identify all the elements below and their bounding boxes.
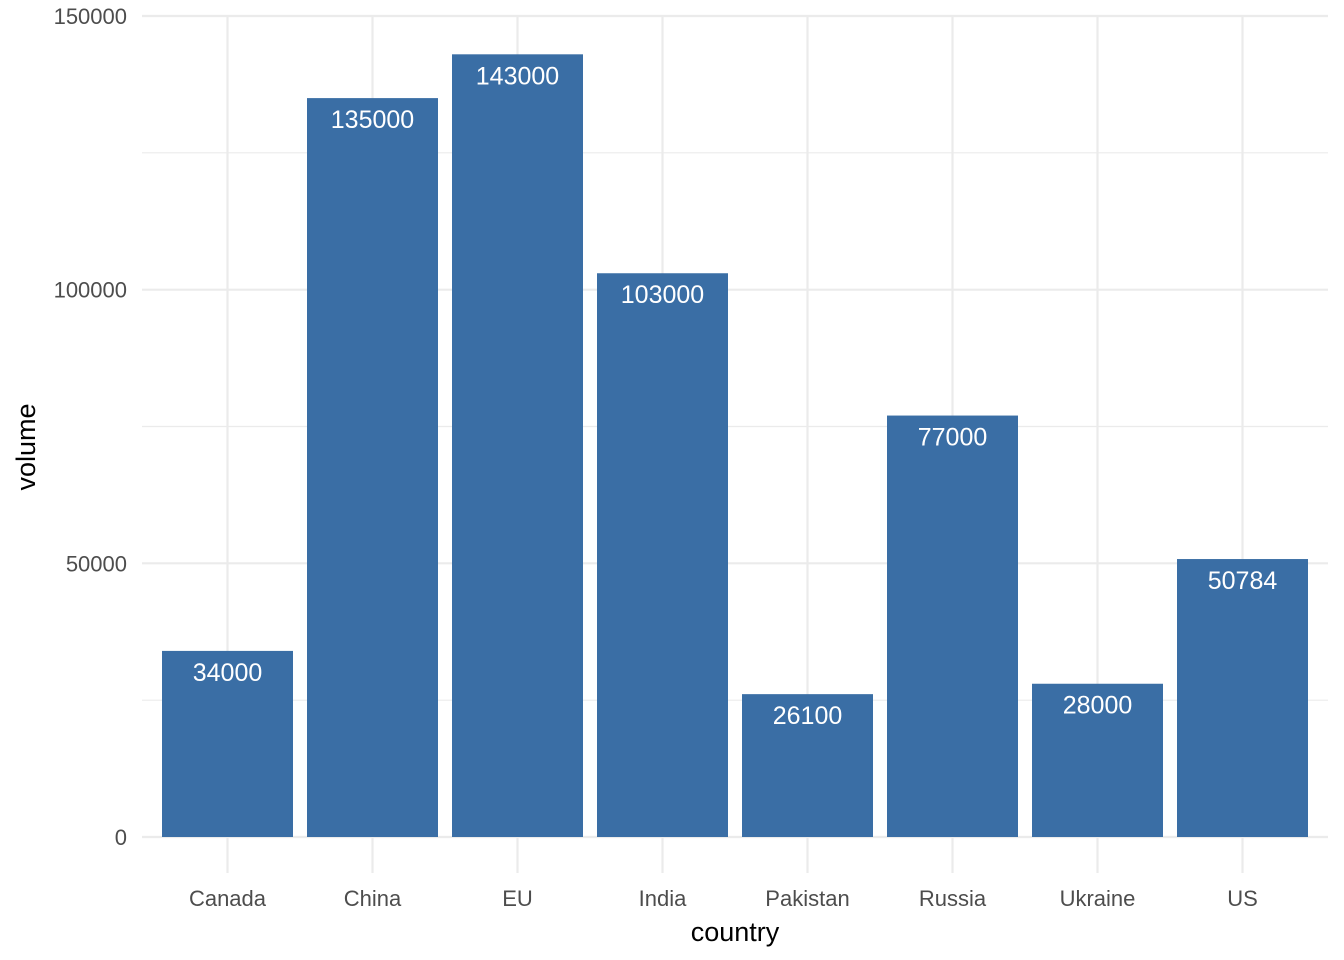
y-axis-title: volume: [11, 403, 41, 490]
bar-canada: [162, 650, 293, 837]
x-tick-label: Ukraine: [1060, 886, 1136, 911]
axes: 0 50000 100000 150000 Canada China EU India Paki…: [54, 4, 1258, 911]
data-label: 103000: [621, 281, 704, 309]
bar-pakistan: [742, 694, 873, 837]
bar-ukraine: [1032, 683, 1163, 837]
data-label: 50784: [1208, 567, 1278, 595]
bar-russia: [887, 415, 1018, 837]
x-tick-label: China: [344, 886, 402, 911]
data-label: 143000: [476, 62, 559, 90]
data-label: 26100: [773, 702, 843, 730]
data-labels: 34000 135000 143000 103000 26100 77000 28000 50…: [193, 62, 1278, 730]
x-tick-label: Canada: [189, 886, 267, 911]
data-label: 28000: [1063, 692, 1133, 720]
bars: [162, 54, 1308, 838]
x-tick-label: US: [1227, 886, 1258, 911]
x-tick-label: Pakistan: [765, 886, 849, 911]
bar-china: [307, 98, 438, 838]
bar-eu: [452, 54, 583, 837]
data-label: 34000: [193, 659, 263, 687]
bar-india: [597, 273, 728, 837]
y-tick-label: 0: [115, 825, 127, 850]
data-label: 135000: [331, 106, 414, 134]
y-tick-label: 50000: [66, 551, 127, 576]
y-tick-label: 100000: [54, 278, 127, 303]
data-label: 77000: [918, 424, 988, 452]
x-axis-title: country: [691, 917, 780, 947]
bar-us: [1177, 559, 1308, 837]
y-tick-label: 150000: [54, 4, 127, 29]
x-tick-label: Russia: [919, 886, 987, 911]
x-tick-label: India: [639, 886, 687, 911]
x-tick-label: EU: [502, 886, 533, 911]
